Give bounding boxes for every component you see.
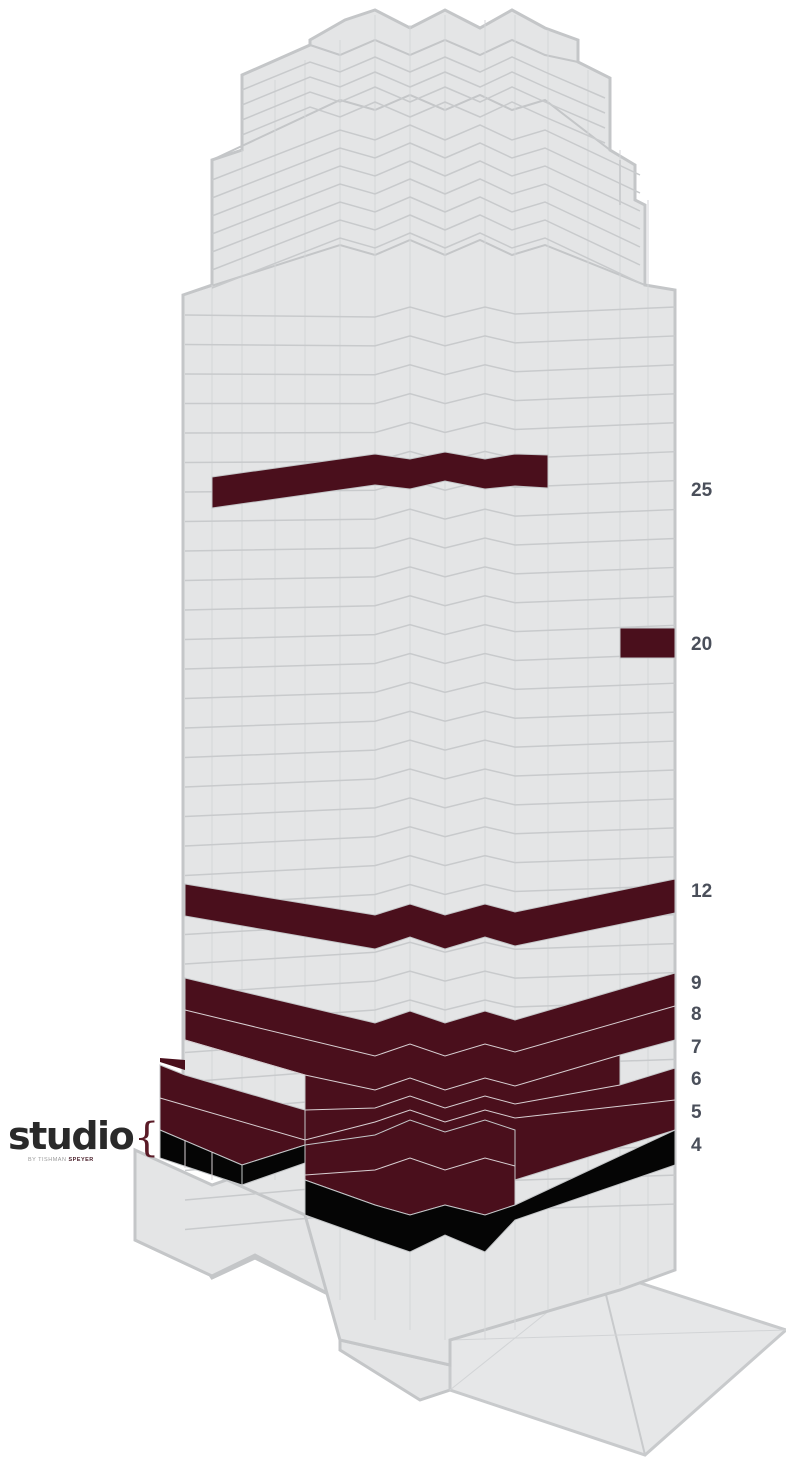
floor-label-8: 8 xyxy=(691,1004,702,1025)
floor-line xyxy=(211,232,641,289)
floor-line xyxy=(184,392,676,405)
floor-line xyxy=(184,335,676,347)
studio-floor-4 xyxy=(159,1129,676,1253)
floor-label-6: 6 xyxy=(691,1069,702,1090)
floor-line xyxy=(184,797,676,818)
floor-line xyxy=(184,623,676,641)
floor-line xyxy=(184,537,676,552)
highlight-floor-25 xyxy=(211,451,549,509)
floor-label-5: 5 xyxy=(691,1102,702,1123)
floor-line xyxy=(211,196,641,253)
floor-line xyxy=(211,124,641,181)
floor-line xyxy=(184,999,676,1024)
floor-line xyxy=(184,710,676,729)
studio-mullions xyxy=(184,1140,213,1178)
floor-line xyxy=(211,178,641,235)
floor-line xyxy=(184,854,676,877)
highlight-floors-5-9 xyxy=(159,972,676,1189)
highlight-floor-12 xyxy=(184,878,676,950)
byline-accent: SPEYER xyxy=(68,1157,94,1163)
floor-label-20: 20 xyxy=(691,634,713,655)
floor-line xyxy=(184,681,676,700)
floor-label-9: 9 xyxy=(691,973,702,994)
floor-line xyxy=(184,363,676,376)
byline-text: BY TISHMAN xyxy=(28,1157,67,1163)
floor-line xyxy=(184,421,676,434)
floor-line xyxy=(184,970,676,995)
floor-line xyxy=(241,56,606,99)
floor-line xyxy=(211,214,641,271)
floor-line xyxy=(184,306,676,318)
floor-line xyxy=(184,594,676,611)
floor-line xyxy=(184,566,676,582)
highlight-grid xyxy=(159,1005,676,1176)
floor-line xyxy=(184,941,676,965)
floor-line xyxy=(241,71,606,114)
floor-label-25: 25 xyxy=(691,480,713,501)
floor-label-12: 12 xyxy=(691,881,713,902)
floor-line xyxy=(211,142,641,199)
brace-icon: { xyxy=(134,1115,160,1161)
floor-line xyxy=(184,768,676,788)
floor-label-4: 4 xyxy=(691,1135,702,1156)
floor-line xyxy=(184,825,676,847)
floor-line xyxy=(184,652,676,670)
floor-line xyxy=(184,508,676,523)
floor-line xyxy=(184,739,676,759)
floor-line xyxy=(184,883,676,906)
floor-line xyxy=(211,160,641,217)
studio-logo-byline: BY TISHMAN SPEYER xyxy=(28,1157,94,1163)
floor-line xyxy=(241,86,606,129)
floor-label-7: 7 xyxy=(691,1037,702,1058)
floor-line xyxy=(184,479,676,493)
highlight-floor-20 xyxy=(619,627,676,659)
studio-logo: studio xyxy=(8,1114,135,1158)
floor-line xyxy=(241,101,606,144)
